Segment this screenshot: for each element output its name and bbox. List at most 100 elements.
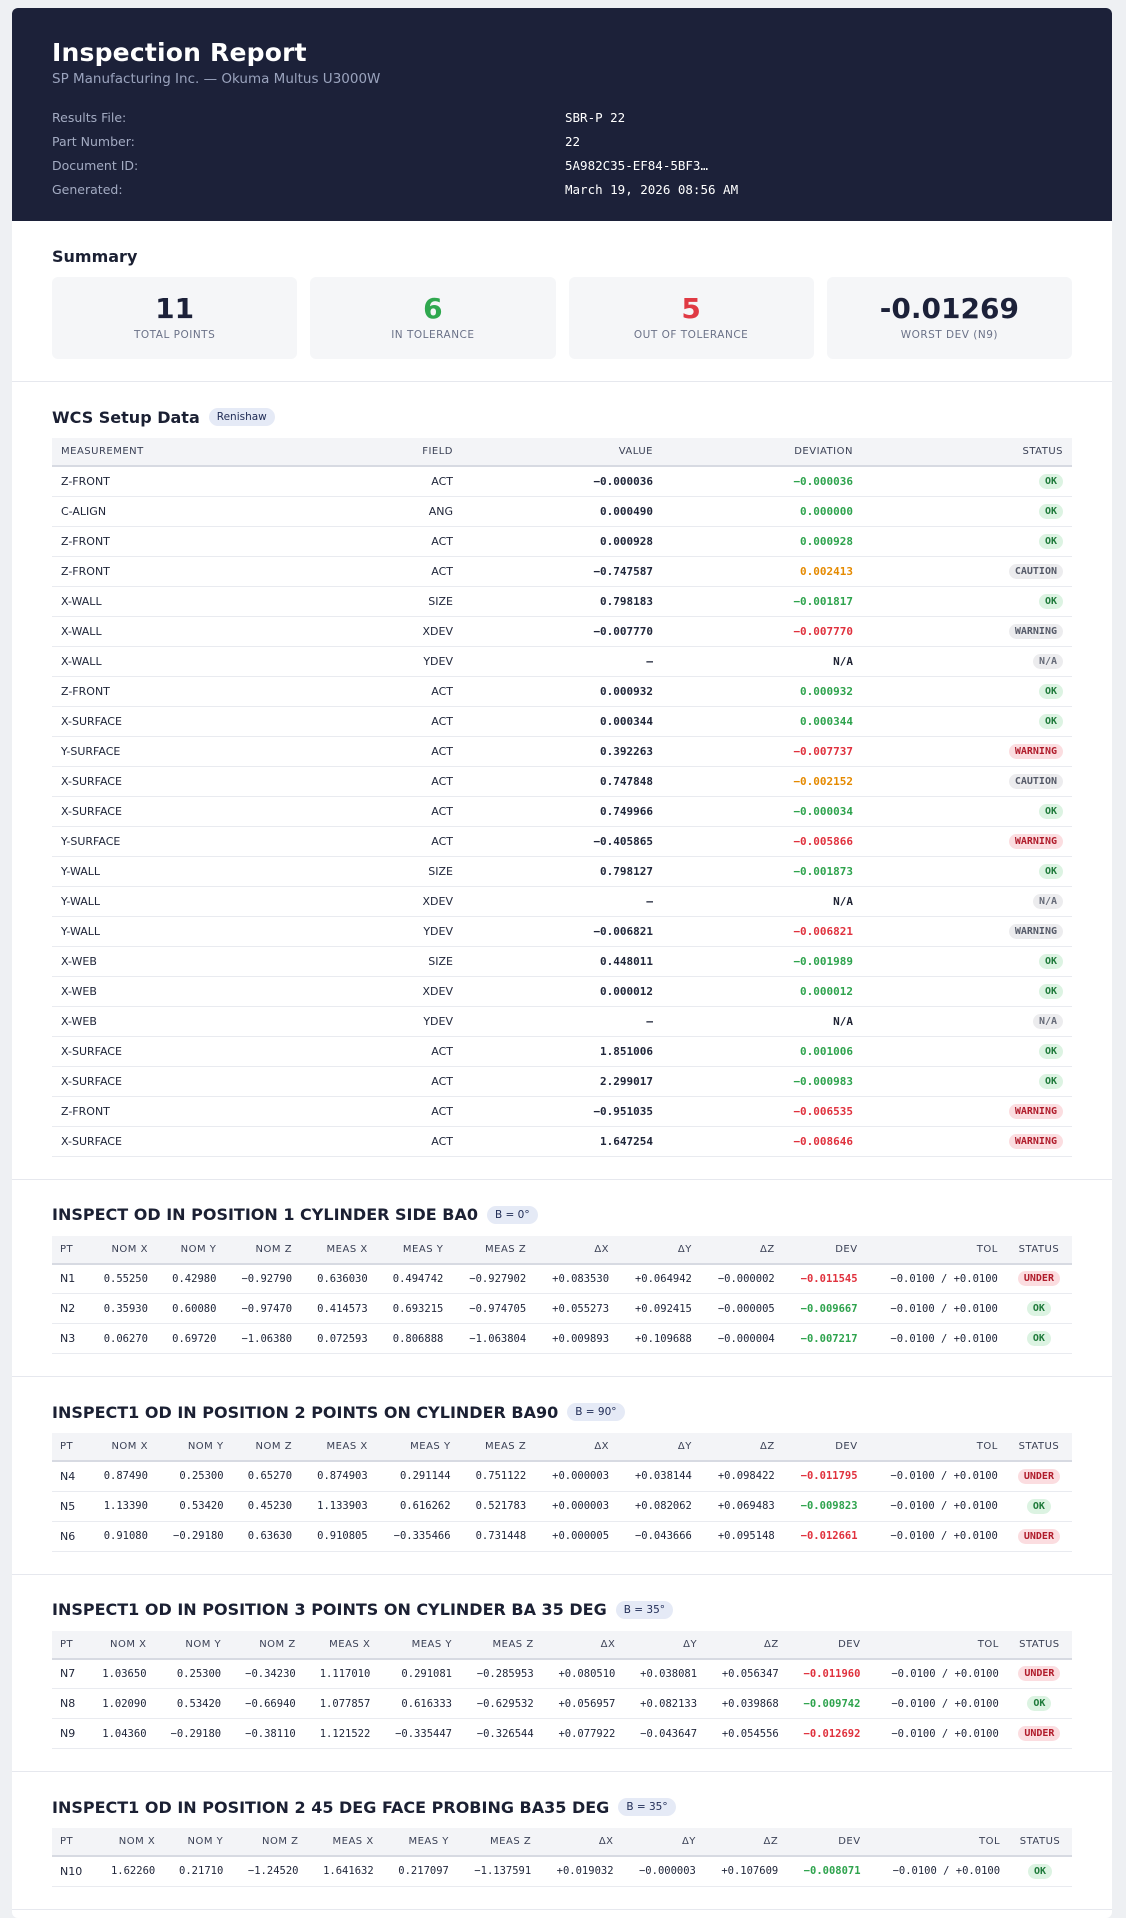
summary-cards: 11 TOTAL POINTS 6 IN TOLERANCE 5 OUT OF TOLER… <box>52 277 1072 359</box>
meta-row: Results File: SBR-P 22 <box>52 105 1072 129</box>
summary-card-value: -0.01269 <box>879 292 1019 325</box>
tolerance-cell: −0.0100 / +0.0100 <box>865 1293 1006 1324</box>
deviation-cell: −0.006535 <box>662 1096 862 1127</box>
status-badge: CAUTION <box>1008 773 1063 789</box>
coordinate-cell: 0.693215 <box>375 1293 452 1324</box>
status-cell: WARNING <box>862 736 1072 767</box>
summary-card-label: WORST DEV (N9) <box>900 329 999 341</box>
status-badge: OK <box>1038 953 1063 969</box>
measurement-cell: Y-WALL <box>52 886 342 917</box>
value-cell: — <box>462 886 662 917</box>
table-row: Y-SURFACE ACT −0.405865 −0.005866 WARNING <box>52 826 1072 857</box>
table-row: X-SURFACE ACT 1.851006 0.001006 OK <box>52 1036 1072 1067</box>
coordinate-cell: 0.636030 <box>300 1263 376 1294</box>
coordinate-cell: 0.291144 <box>375 1461 459 1492</box>
point-id-cell: N4 <box>52 1461 88 1492</box>
summary-card: -0.01269 WORST DEV (N9) <box>826 277 1072 359</box>
status-badge: N/A <box>1032 1013 1063 1029</box>
column-header: ΔX <box>534 1433 618 1462</box>
coordinate-cell: 0.69720 <box>155 1323 225 1354</box>
table-row: Y-WALL YDEV −0.006821 −0.006821 WARNING <box>52 916 1072 947</box>
deviation-cell: −0.006821 <box>662 916 862 947</box>
point-id-cell: N7 <box>52 1658 87 1689</box>
table-row: Z-FRONT ACT −0.000036 −0.000036 OK <box>52 466 1072 497</box>
tolerance-cell: −0.0100 / +0.0100 <box>865 1323 1006 1354</box>
column-header: MEAS Z <box>460 1630 542 1660</box>
status-badge: UNDER <box>1017 1528 1060 1544</box>
table-row: Z-FRONT ACT −0.747587 0.002413 CAUTION <box>52 556 1072 587</box>
measurement-cell: Y-WALL <box>52 916 342 947</box>
column-header: NOM Z <box>231 1828 307 1857</box>
status-badge: OK <box>1038 713 1063 729</box>
coordinate-cell: 0.521783 <box>458 1491 535 1522</box>
deviation-cell: 0.000344 <box>662 706 862 737</box>
coordinate-cell: −0.29180 <box>154 1718 230 1749</box>
inspection-title: INSPECT OD IN POSITION 1 CYLINDER SIDE B… <box>52 1205 478 1224</box>
status-cell: OK <box>862 856 1072 887</box>
table-row: X-WALL XDEV −0.007770 −0.007770 WARNING <box>52 616 1072 647</box>
status-cell: OK <box>1006 1688 1072 1719</box>
dev-cell: −0.009742 <box>786 1688 869 1719</box>
column-header: ΔZ <box>699 1433 783 1462</box>
table-row: X-SURFACE ACT 0.000344 0.000344 OK <box>52 706 1072 737</box>
meta-row: Generated: March 19, 2026 08:56 AM <box>52 177 1072 201</box>
field-cell: ACT <box>342 826 462 857</box>
column-header: PT <box>52 1235 88 1265</box>
coordinate-cell: −0.000004 <box>699 1323 783 1354</box>
field-cell: YDEV <box>342 646 462 677</box>
coordinate-cell: −0.043647 <box>623 1718 706 1749</box>
status-cell: N/A <box>862 646 1072 677</box>
status-badge: OK <box>1038 803 1063 819</box>
status-badge: WARNING <box>1008 623 1063 639</box>
column-header: ΔX <box>541 1630 624 1660</box>
column-header: STATUS <box>1008 1828 1072 1857</box>
meta-value: March 19, 2026 08:56 AM <box>565 181 739 197</box>
deviation-cell: 0.001006 <box>662 1036 862 1067</box>
value-cell: −0.000036 <box>462 466 662 497</box>
coordinate-cell: +0.080510 <box>541 1658 624 1689</box>
status-badge: OK <box>1038 983 1063 999</box>
point-id-cell: N3 <box>52 1323 88 1354</box>
status-cell: OK <box>862 586 1072 617</box>
table-row: N1 0.55250 0.42980 −0.92790 0.636030 0.494742… <box>52 1263 1072 1294</box>
coordinate-cell: 0.616262 <box>375 1491 459 1522</box>
deviation-cell: −0.000983 <box>662 1066 862 1097</box>
table-row: Y-WALL SIZE 0.798127 −0.001873 OK <box>52 856 1072 887</box>
status-cell: OK <box>1005 1293 1072 1324</box>
column-header: TOL <box>868 1828 1009 1857</box>
value-cell: 0.798127 <box>462 856 662 887</box>
field-cell: XDEV <box>342 616 462 647</box>
field-cell: ACT <box>342 466 462 497</box>
inspection-title-row: INSPECT1 OD IN POSITION 2 POINTS ON CYLI… <box>52 1401 1072 1423</box>
deviation-cell: N/A <box>662 646 862 677</box>
summary-card-value: 11 <box>155 292 195 325</box>
column-header: NOM Z <box>231 1433 301 1462</box>
status-badge: WARNING <box>1008 743 1063 759</box>
measurement-cell: X-WEB <box>52 946 342 977</box>
column-header: ΔY <box>621 1828 704 1857</box>
inspection-title-row: INSPECT1 OD IN POSITION 2 45 DEG FACE PR… <box>52 1796 1072 1818</box>
b-axis-badge: B = 35° <box>615 1600 674 1619</box>
coordinate-cell: −0.000005 <box>699 1293 783 1324</box>
inspection-title-row: INSPECT OD IN POSITION 1 CYLINDER SIDE B… <box>52 1204 1072 1226</box>
deviation-cell: N/A <box>662 886 862 917</box>
column-header: DEVIATION <box>662 438 862 467</box>
coordinate-cell: 0.494742 <box>375 1263 452 1294</box>
status-cell: WARNING <box>862 826 1072 857</box>
deviation-cell: 0.000000 <box>662 496 862 527</box>
status-cell: OK <box>1008 1856 1072 1887</box>
meta-row: Part Number: 22 <box>52 129 1072 153</box>
coordinate-cell: −0.97470 <box>224 1293 301 1324</box>
point-id-cell: N5 <box>52 1491 88 1522</box>
table-row: Y-SURFACE ACT 0.392263 −0.007737 WARNING <box>52 736 1072 767</box>
coordinate-cell: −0.974705 <box>451 1293 535 1324</box>
status-badge: UNDER <box>1017 1468 1060 1484</box>
coordinate-cell: −0.043666 <box>617 1521 700 1552</box>
tolerance-cell: −0.0100 / +0.0100 <box>865 1491 1006 1522</box>
status-badge: WARNING <box>1008 1103 1063 1119</box>
coordinate-cell: 0.55250 <box>87 1263 156 1294</box>
inspection-table: PT NOM X NOM Y NOM Z MEAS X MEAS Y MEAS Z ΔX ΔY Δ… <box>52 1828 1072 1887</box>
column-header: ΔY <box>623 1630 706 1660</box>
inspection-section: INSPECT1 OD IN POSITION 2 POINTS ON CYLI… <box>12 1377 1112 1575</box>
coordinate-cell: 0.53420 <box>155 1491 232 1522</box>
